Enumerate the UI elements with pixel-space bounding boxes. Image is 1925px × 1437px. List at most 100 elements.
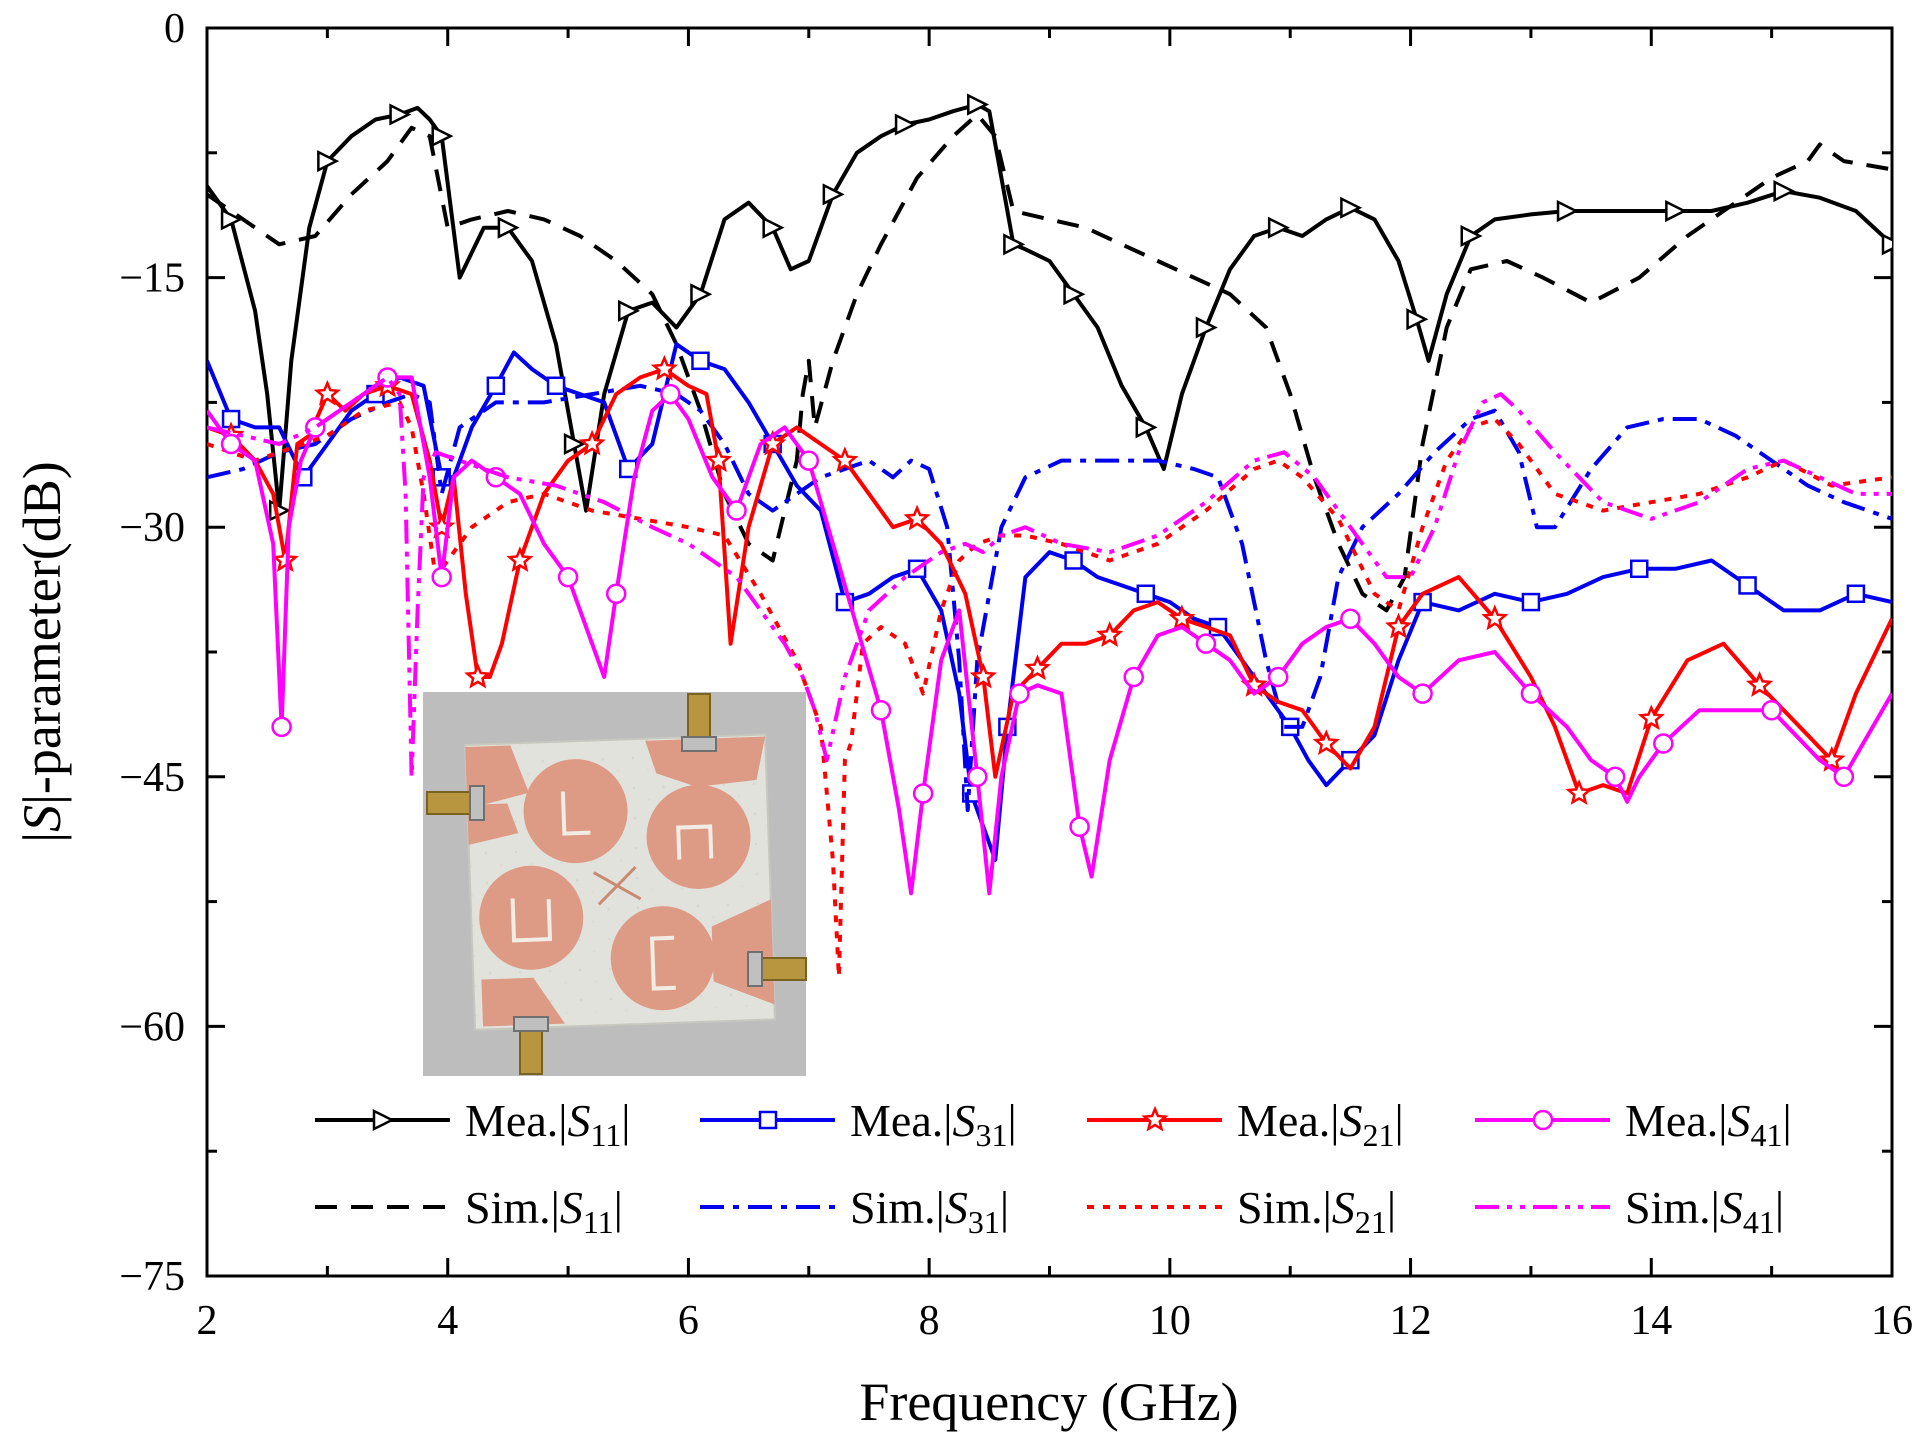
legend-label-suffix: | bbox=[1387, 1182, 1396, 1233]
legend-label: Sim.|S21| bbox=[1237, 1182, 1396, 1240]
marker-mea_s11 bbox=[967, 93, 990, 116]
marker-mea_s21 bbox=[831, 446, 859, 473]
y-tick-label: 0 bbox=[164, 6, 185, 52]
marker-mea_s41 bbox=[660, 383, 681, 405]
x-tick-label: 6 bbox=[678, 1298, 699, 1344]
legend-marker bbox=[1141, 1105, 1169, 1132]
series-sim_s21 bbox=[207, 400, 1892, 979]
legend-label: Sim.|S11| bbox=[465, 1182, 623, 1240]
legend-item-sim_s21: Sim.|S21| bbox=[1087, 1182, 1396, 1240]
legend-label-suffix: | bbox=[1000, 1182, 1009, 1233]
marker-mea_s21 bbox=[1385, 612, 1413, 639]
x-tick-label: 12 bbox=[1390, 1298, 1432, 1344]
marker-mea_s11 bbox=[1340, 196, 1363, 219]
marker-mea_s31 bbox=[691, 351, 710, 371]
marker-mea_s21 bbox=[705, 446, 733, 473]
marker-mea_s11 bbox=[618, 299, 641, 322]
legend-label: Mea.|S31| bbox=[850, 1095, 1017, 1153]
marker-mea_s11 bbox=[563, 432, 586, 456]
legend-label-symbol: S bbox=[560, 1182, 583, 1233]
legend-label: Sim.|S31| bbox=[850, 1182, 1009, 1240]
legend-label-suffix: | bbox=[1007, 1095, 1016, 1146]
marker-mea_s11 bbox=[762, 216, 785, 239]
legend-label-prefix: Sim.| bbox=[850, 1182, 945, 1233]
legend-label-subscript: 11 bbox=[583, 1204, 614, 1240]
legend-item-mea_s31: Mea.|S31| bbox=[700, 1095, 1017, 1153]
marker-mea_s11 bbox=[822, 183, 845, 206]
marker-mea_s11 bbox=[1135, 416, 1158, 439]
legend-label-prefix: Mea.| bbox=[465, 1095, 567, 1146]
marker-mea_s11 bbox=[1881, 233, 1892, 256]
series-sim_s11 bbox=[207, 112, 1892, 613]
y-axis-title: |S|-parameter(dB) bbox=[12, 461, 72, 842]
y-tick-label: −60 bbox=[119, 1004, 185, 1050]
marker-mea_s31 bbox=[486, 376, 506, 396]
legend-label-symbol: S bbox=[945, 1182, 968, 1233]
marker-mea_s41 bbox=[870, 699, 892, 721]
marker-mea_s31 bbox=[546, 376, 566, 396]
legend-label-subscript: 31 bbox=[968, 1204, 1000, 1240]
marker-mea_s21 bbox=[313, 379, 341, 406]
series-sim_s41 bbox=[207, 375, 1892, 779]
legend-label-suffix: | bbox=[1394, 1095, 1403, 1146]
marker-mea_s41 bbox=[967, 766, 988, 788]
x-tick-label: 14 bbox=[1630, 1298, 1672, 1344]
legend-item-sim_s11: Sim.|S11| bbox=[315, 1182, 623, 1240]
legend-label-symbol: S bbox=[1727, 1095, 1750, 1146]
legend-label: Mea.|S21| bbox=[1237, 1095, 1404, 1153]
legend-item-sim_s31: Sim.|S31| bbox=[700, 1182, 1009, 1240]
marker-mea_s31 bbox=[1521, 592, 1541, 612]
marker-mea_s11 bbox=[389, 103, 412, 126]
legend-label-subscript: 21 bbox=[1355, 1204, 1387, 1240]
marker-mea_s21 bbox=[1637, 704, 1665, 731]
legend-label: Sim.|S41| bbox=[1625, 1182, 1784, 1240]
marker-mea_s41 bbox=[271, 716, 292, 738]
x-tick-label: 16 bbox=[1871, 1298, 1913, 1344]
marker-mea_s21 bbox=[650, 354, 678, 381]
marker-mea_s11 bbox=[317, 150, 340, 173]
marker-mea_s11 bbox=[1406, 308, 1429, 331]
y-axis-title-post: |-parameter(dB) bbox=[12, 461, 72, 805]
marker-mea_s11 bbox=[497, 216, 520, 239]
marker-mea_s21 bbox=[506, 546, 534, 573]
marker-mea_s31 bbox=[1064, 551, 1083, 570]
line-sim_s21 bbox=[207, 400, 1892, 979]
legend-item-sim_s41: Sim.|S41| bbox=[1475, 1182, 1784, 1240]
marker-mea_s41 bbox=[1123, 666, 1144, 688]
legend-label-prefix: Mea.| bbox=[1237, 1095, 1339, 1146]
y-tick-label: −30 bbox=[119, 505, 185, 551]
marker-mea_s11 bbox=[220, 208, 243, 231]
marker-mea_s21 bbox=[969, 662, 997, 689]
marker-mea_s31 bbox=[1630, 559, 1649, 579]
marker-mea_s11 bbox=[894, 113, 917, 136]
legend-label-suffix: | bbox=[1782, 1095, 1791, 1146]
legend-label-subscript: 11 bbox=[590, 1117, 621, 1153]
marker-mea_s31 bbox=[1846, 584, 1866, 604]
marker-mea_s21 bbox=[464, 662, 492, 689]
marker-mea_s41 bbox=[912, 783, 934, 804]
marker-mea_s41 bbox=[1009, 683, 1030, 704]
legend-label-suffix: | bbox=[621, 1095, 630, 1146]
series-mea_s41 bbox=[207, 367, 1892, 896]
legend-label-subscript: 41 bbox=[1743, 1204, 1775, 1240]
legend-label-suffix: | bbox=[1775, 1182, 1784, 1233]
legend-label-subscript: 21 bbox=[1362, 1117, 1394, 1153]
line-mea_s11 bbox=[207, 102, 1892, 513]
legend-label: Mea.|S11| bbox=[465, 1095, 630, 1153]
marker-mea_s11 bbox=[1773, 180, 1796, 203]
legend-item-mea_s21: Mea.|S21| bbox=[1087, 1095, 1404, 1153]
line-mea_s21 bbox=[207, 367, 1892, 796]
marker-mea_s41 bbox=[1267, 666, 1289, 688]
line-sim_s11 bbox=[207, 112, 1892, 613]
marker-mea_s21 bbox=[1565, 779, 1593, 805]
legend-marker bbox=[372, 1108, 395, 1132]
marker-mea_s41 bbox=[1069, 816, 1090, 837]
legend-label: Mea.|S41| bbox=[1625, 1095, 1792, 1153]
marker-mea_s41 bbox=[220, 433, 242, 455]
marker-mea_s41 bbox=[1195, 633, 1217, 654]
marker-mea_s11 bbox=[1003, 233, 1026, 256]
plot-frame bbox=[205, 26, 1894, 1278]
marker-mea_s41 bbox=[1604, 766, 1626, 788]
legend-label-prefix: Mea.| bbox=[1625, 1095, 1727, 1146]
